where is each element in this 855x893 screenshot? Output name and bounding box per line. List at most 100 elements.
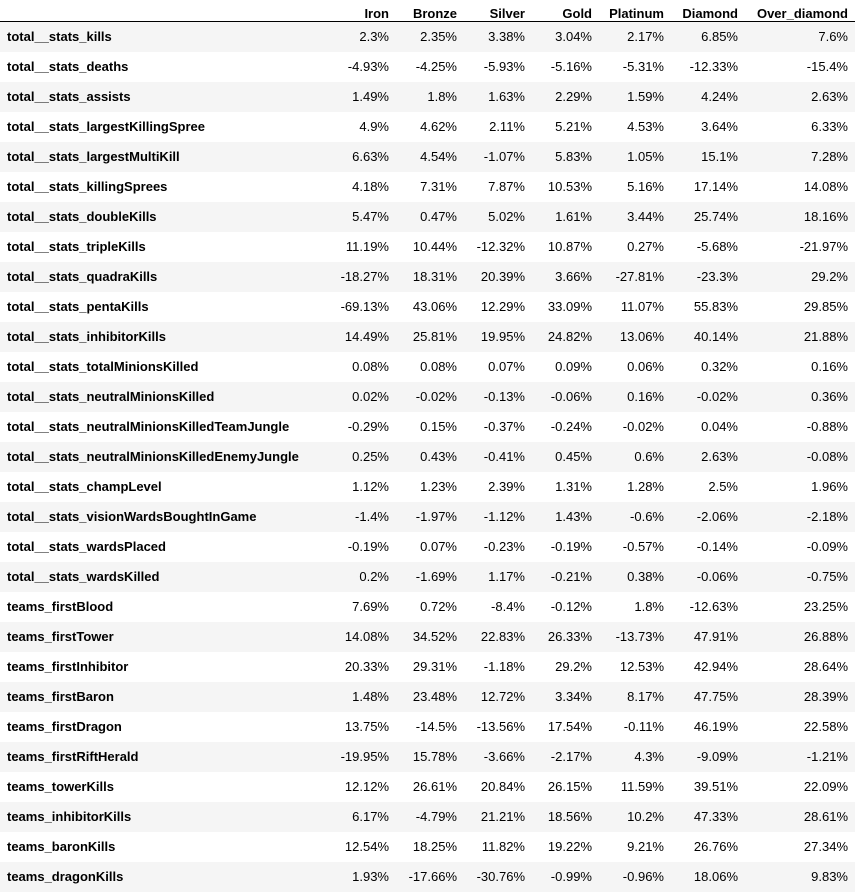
cell-platinum: 11.59% xyxy=(620,779,664,794)
cell-over-diamond: 21.88% xyxy=(803,329,848,344)
cell-diamond: 17.14% xyxy=(693,179,738,194)
cell-bronze: 1.23% xyxy=(420,479,457,494)
cell-iron: 2.3% xyxy=(359,29,389,45)
cell-iron: 4.9% xyxy=(359,119,389,134)
cell-silver: -1.12% xyxy=(483,509,525,524)
cell-gold: -0.21% xyxy=(550,569,592,584)
cell-over-diamond: 29.85% xyxy=(803,299,848,314)
cell-platinum: 4.53% xyxy=(627,119,664,134)
cell-silver: -0.13% xyxy=(483,389,525,404)
cell-iron: 0.2% xyxy=(359,569,389,584)
row-label: teams_towerKills xyxy=(7,779,114,794)
cell-bronze: -1.97% xyxy=(415,509,457,524)
cell-platinum: -0.02% xyxy=(622,419,664,434)
cell-diamond: 47.91% xyxy=(693,629,738,644)
cell-iron: 12.54% xyxy=(344,839,389,854)
cell-silver: -0.23% xyxy=(483,539,525,554)
cell-silver: -0.41% xyxy=(483,449,525,464)
cell-diamond: -0.02% xyxy=(696,389,738,404)
cell-platinum: 8.17% xyxy=(627,689,664,704)
cell-platinum: 1.05% xyxy=(627,149,664,164)
cell-silver: 2.39% xyxy=(488,479,525,494)
cell-silver: 20.39% xyxy=(480,269,525,284)
table-row: total__stats_deaths -4.93% -4.25% -5.93% -5.… xyxy=(0,51,855,82)
cell-iron: 1.48% xyxy=(352,689,389,704)
table-row: teams_baronKills 12.54% 18.25% 11.82% 19.22%… xyxy=(0,831,855,862)
column-header-over-diamond: Over_diamond xyxy=(745,0,855,22)
cell-platinum: 0.38% xyxy=(627,569,664,584)
cell-over-diamond: 6.33% xyxy=(811,119,848,134)
cell-over-diamond: 18.16% xyxy=(803,209,848,224)
cell-bronze: 4.62% xyxy=(420,119,457,134)
cell-diamond: 0.32% xyxy=(701,359,738,374)
cell-platinum: 0.27% xyxy=(627,239,664,254)
cell-bronze: 25.81% xyxy=(412,329,457,344)
cell-over-diamond: 26.88% xyxy=(803,629,848,644)
cell-iron: 12.12% xyxy=(344,779,389,794)
cell-bronze: 7.31% xyxy=(420,179,457,194)
cell-diamond: 42.94% xyxy=(693,659,738,674)
cell-silver: 5.02% xyxy=(488,209,525,224)
row-label: total__stats_wardsKilled xyxy=(7,569,160,584)
cell-iron: 6.63% xyxy=(352,149,389,164)
cell-platinum: 1.8% xyxy=(634,599,664,614)
table-row: total__stats_wardsPlaced -0.19% 0.07% -0.23… xyxy=(0,531,855,562)
row-label: total__stats_tripleKills xyxy=(7,239,146,254)
cell-platinum: 2.17% xyxy=(627,29,664,45)
cell-bronze: 26.61% xyxy=(412,779,457,794)
table-row: teams_firstBlood 7.69% 0.72% -8.4% -0.12% 1.8… xyxy=(0,591,855,622)
row-label: total__stats_neutralMinionsKilledEnemyJu… xyxy=(7,449,299,464)
table-row: total__stats_neutralMinionsKilledEnemyJu… xyxy=(0,441,855,472)
cell-gold: 3.34% xyxy=(555,689,592,704)
cell-diamond: 3.64% xyxy=(701,119,738,134)
table-body: total__stats_kills 2.3% 2.35% 3.38% 3.04% 2.1… xyxy=(0,21,855,892)
row-label: total__stats_largestKillingSpree xyxy=(7,119,205,134)
cell-platinum: 10.2% xyxy=(627,809,664,824)
cell-iron: 14.49% xyxy=(344,329,389,344)
table-row: teams_firstTower 14.08% 34.52% 22.83% 26.33%… xyxy=(0,621,855,652)
cell-diamond: -0.14% xyxy=(696,539,738,554)
row-label: total__stats_champLevel xyxy=(7,479,162,494)
cell-diamond: -9.09% xyxy=(696,749,738,764)
row-label: teams_firstBlood xyxy=(7,599,114,614)
cell-iron: -4.93% xyxy=(347,59,389,74)
index-header xyxy=(0,0,328,22)
cell-bronze: 2.35% xyxy=(420,29,457,45)
cell-platinum: 9.21% xyxy=(627,839,664,854)
row-label: total__stats_kills xyxy=(7,29,112,45)
cell-silver: 21.21% xyxy=(480,809,525,824)
row-label: total__stats_deaths xyxy=(7,59,129,74)
cell-over-diamond: 28.61% xyxy=(803,809,848,824)
cell-over-diamond: 28.39% xyxy=(803,689,848,704)
cell-silver: 7.87% xyxy=(488,179,525,194)
cell-bronze: -1.69% xyxy=(415,569,457,584)
cell-gold: 1.31% xyxy=(555,479,592,494)
cell-iron: -19.95% xyxy=(340,749,389,764)
cell-platinum: -0.6% xyxy=(630,509,664,524)
cell-gold: 29.2% xyxy=(555,659,592,674)
cell-platinum: 0.16% xyxy=(627,389,664,404)
cell-over-diamond: 27.34% xyxy=(803,839,848,854)
cell-platinum: 3.44% xyxy=(627,209,664,224)
table-row: teams_firstDragon 13.75% -14.5% -13.56% 17.5… xyxy=(0,711,855,742)
cell-bronze: 0.08% xyxy=(420,359,457,374)
cell-over-diamond: -21.97% xyxy=(799,239,848,254)
row-label: total__stats_neutralMinionsKilled xyxy=(7,389,215,404)
cell-platinum: 0.6% xyxy=(634,449,664,464)
cell-over-diamond: 9.83% xyxy=(811,869,848,884)
cell-diamond: 25.74% xyxy=(693,209,738,224)
table-row: total__stats_largestKillingSpree 4.9% 4.62… xyxy=(0,111,855,142)
cell-gold: 1.61% xyxy=(555,209,592,224)
cell-gold: 26.33% xyxy=(547,629,592,644)
cell-platinum: 13.06% xyxy=(619,329,664,344)
cell-silver: 19.95% xyxy=(480,329,525,344)
cell-diamond: -12.63% xyxy=(689,599,738,614)
cell-over-diamond: 0.16% xyxy=(811,359,848,374)
cell-bronze: 0.47% xyxy=(420,209,457,224)
row-label: total__stats_visionWardsBoughtInGame xyxy=(7,509,257,524)
cell-diamond: 40.14% xyxy=(693,329,738,344)
cell-gold: 3.04% xyxy=(555,29,592,45)
table-row: total__stats_tripleKills 11.19% 10.44% -12.… xyxy=(0,231,855,262)
row-label: teams_firstTower xyxy=(7,629,114,644)
cell-over-diamond: 2.63% xyxy=(811,89,848,104)
